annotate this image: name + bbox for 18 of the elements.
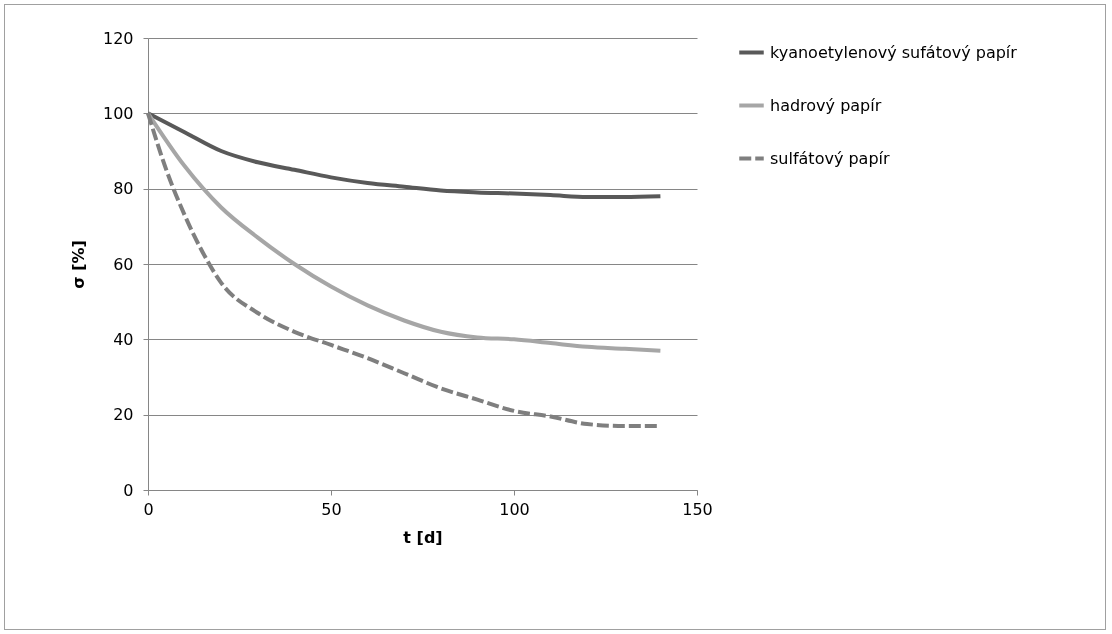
y-tick-label: 120 [102,28,134,48]
legend-label: sulfátový papír [770,148,891,168]
y-tick-label: 40 [113,329,134,349]
y-axis-title: σ [%] [68,240,88,289]
x-tick-label: 0 [143,499,154,519]
y-tick-label: 100 [102,103,134,123]
x-tick-label: 150 [682,499,713,519]
line-series [146,111,663,353]
y-tick-label: 20 [113,405,134,425]
y-tick-label: 80 [113,179,134,199]
x-axis-title: t [d] [403,527,443,547]
y-tick-label: 0 [123,480,134,500]
legend-label: kyanoetylenový sufátový papír [770,42,1018,62]
x-tick-label: 100 [499,499,530,519]
y-tick-label: 60 [113,254,134,274]
line-series [146,111,663,199]
x-tick-label: 50 [321,499,342,519]
legend-label: hadrový papír [770,95,882,115]
